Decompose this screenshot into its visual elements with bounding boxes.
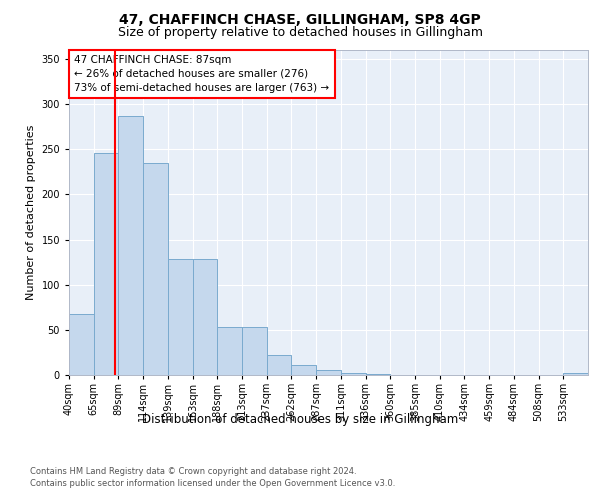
Text: 47, CHAFFINCH CHASE, GILLINGHAM, SP8 4GP: 47, CHAFFINCH CHASE, GILLINGHAM, SP8 4GP [119,12,481,26]
Bar [94,153,118,375]
Bar [69,314,94,375]
Text: Contains HM Land Registry data © Crown copyright and database right 2024.: Contains HM Land Registry data © Crown c… [30,468,356,476]
Bar [242,327,267,375]
Bar [118,116,143,375]
Text: Size of property relative to detached houses in Gillingham: Size of property relative to detached ho… [118,26,482,39]
Bar [193,260,217,375]
Bar [292,365,316,375]
Bar [143,163,168,375]
Y-axis label: Number of detached properties: Number of detached properties [26,125,36,300]
Bar [563,373,588,375]
Bar [267,355,292,375]
Bar [365,374,390,375]
Text: 47 CHAFFINCH CHASE: 87sqm
← 26% of detached houses are smaller (276)
73% of semi: 47 CHAFFINCH CHASE: 87sqm ← 26% of detac… [74,55,329,93]
Text: Distribution of detached houses by size in Gillingham: Distribution of detached houses by size … [142,412,458,426]
Bar [168,260,193,375]
Bar [341,373,365,375]
Bar [316,370,341,375]
Text: Contains public sector information licensed under the Open Government Licence v3: Contains public sector information licen… [30,479,395,488]
Bar [217,327,242,375]
